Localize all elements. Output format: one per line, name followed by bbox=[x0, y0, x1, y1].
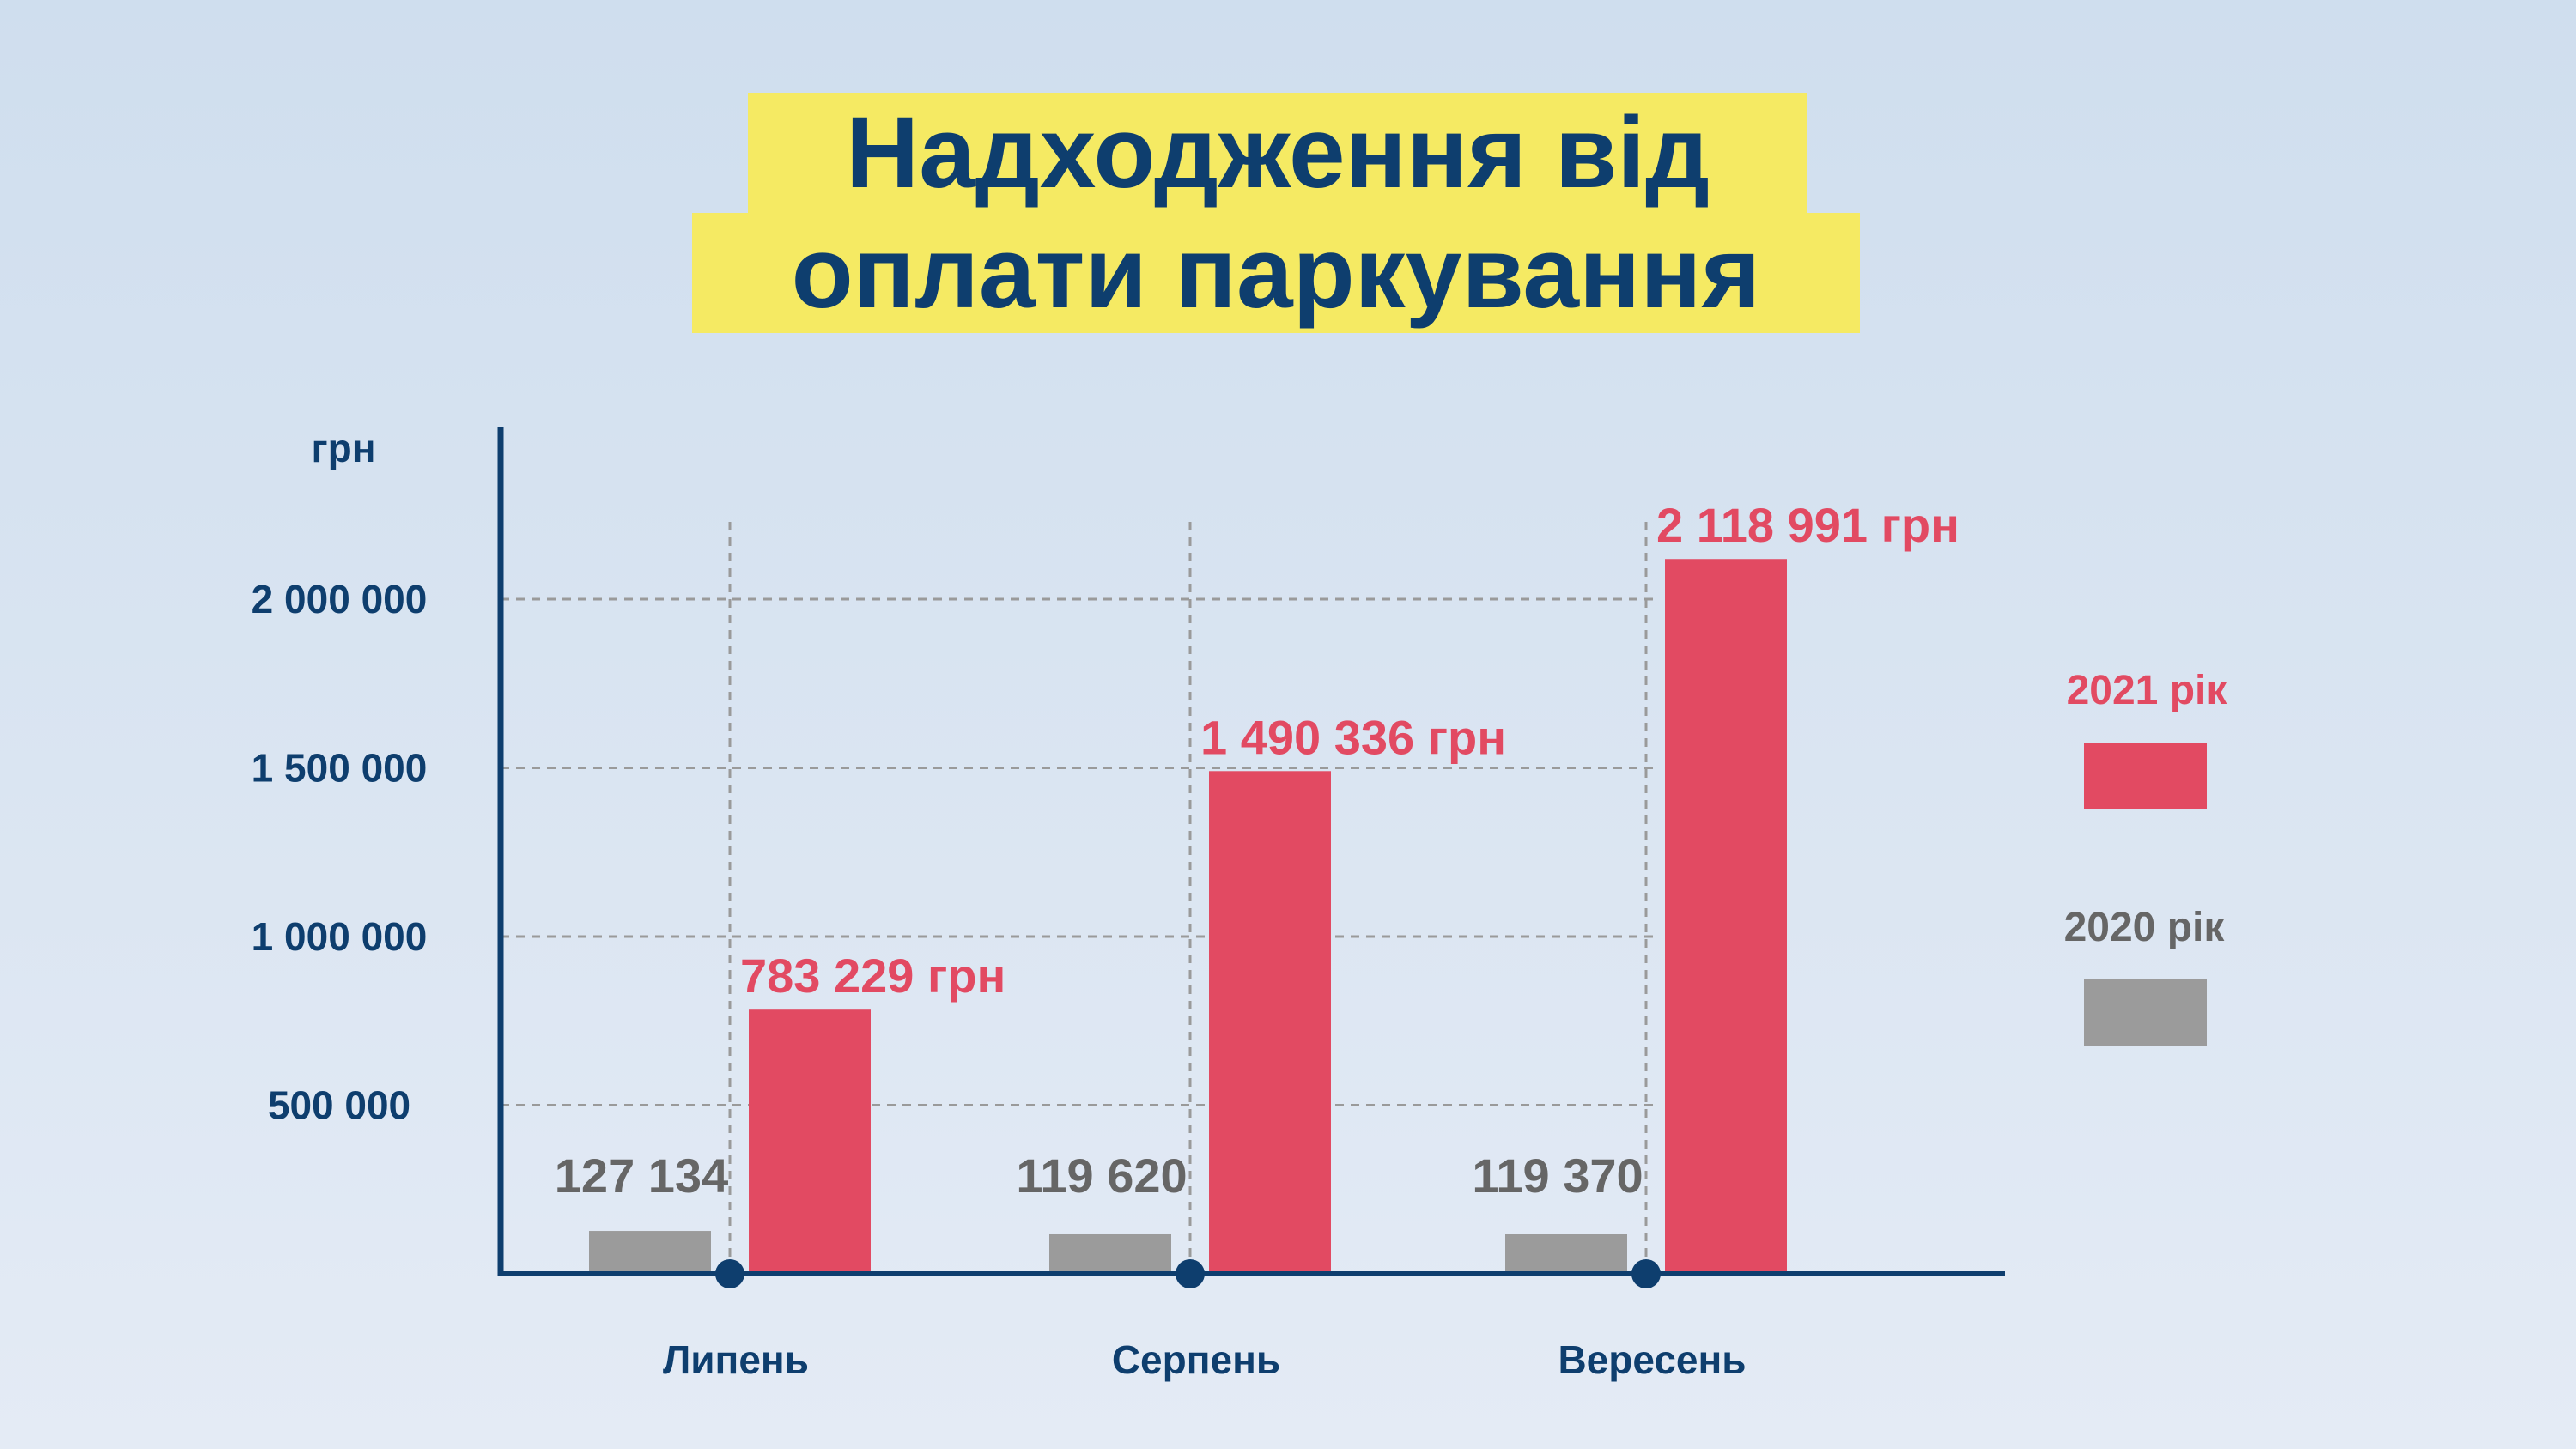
x-tick-label: Вересень bbox=[1558, 1337, 1746, 1382]
data-label-2020: 119 620 bbox=[1016, 1149, 1187, 1203]
chart-title-line-2: оплати паркування bbox=[692, 213, 1860, 333]
legend-label-2020: 2020 рік bbox=[2064, 905, 2226, 950]
data-label-2021: 1 490 336 грн bbox=[1200, 710, 1506, 764]
legend-swatch-2020 bbox=[2084, 979, 2207, 1046]
data-label-2021: 783 229 грн bbox=[740, 949, 1005, 1003]
grid-lines bbox=[501, 522, 1657, 1274]
x-axis-marker bbox=[715, 1259, 744, 1288]
bar-2021 bbox=[749, 1009, 871, 1274]
y-tick-label: 1 500 000 bbox=[252, 746, 428, 791]
x-tick-label: Липень bbox=[663, 1337, 809, 1382]
bar-2021 bbox=[1209, 771, 1331, 1274]
labels: 500 000 1 000 000 1 500 000 2 000 000 грн 127… bbox=[252, 426, 1959, 1382]
axes bbox=[497, 427, 2005, 1288]
y-tick-label: 500 000 bbox=[268, 1083, 410, 1128]
bar-2020 bbox=[1049, 1233, 1171, 1274]
y-axis-label: грн bbox=[311, 426, 375, 470]
legend-label-2021: 2021 рік bbox=[2067, 668, 2228, 713]
chart-title-line-1: Надходження від bbox=[748, 93, 1807, 213]
bar-2020 bbox=[589, 1231, 711, 1274]
legend: 2021 рік 2020 рік bbox=[2064, 668, 2228, 1046]
y-tick-label: 2 000 000 bbox=[252, 577, 428, 621]
x-axis-marker bbox=[1631, 1259, 1661, 1288]
x-tick-label: Серпень bbox=[1112, 1337, 1280, 1382]
bar-2021 bbox=[1665, 559, 1787, 1274]
bars bbox=[589, 559, 1787, 1274]
data-label-2020: 127 134 bbox=[555, 1149, 728, 1203]
data-label-2020: 119 370 bbox=[1472, 1149, 1643, 1203]
bar-2020 bbox=[1505, 1234, 1627, 1274]
data-label-2021: 2 118 991 грн bbox=[1656, 498, 1959, 552]
y-tick-label: 1 000 000 bbox=[252, 914, 428, 959]
legend-swatch-2021 bbox=[2084, 743, 2207, 809]
x-axis-marker bbox=[1176, 1259, 1205, 1288]
